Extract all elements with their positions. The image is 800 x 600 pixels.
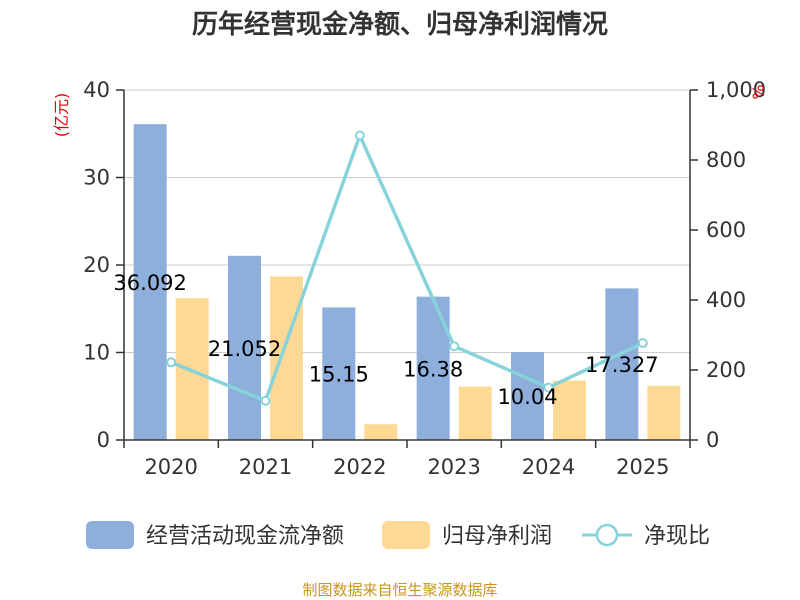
ratio-line-layer bbox=[166, 130, 648, 406]
right-axis-tick-label: 600 bbox=[706, 218, 746, 242]
data-label-operating-cash-flow: 17.327 bbox=[585, 353, 658, 377]
bars bbox=[133, 124, 681, 440]
ratio-point bbox=[166, 357, 177, 368]
bar-operating-cash-flow bbox=[605, 288, 639, 440]
bar-net-profit bbox=[270, 276, 303, 440]
left-axis-tick-label: 20 bbox=[83, 253, 110, 277]
right-axis-tick-label: 0 bbox=[706, 428, 719, 452]
legend-marker-ratio bbox=[595, 523, 619, 547]
chart-title: 历年经营现金净额、归母净利润情况 bbox=[192, 9, 608, 40]
ratio-point bbox=[543, 382, 554, 393]
legend: 经营活动现金流净额 归母净利润 净现比 bbox=[86, 521, 710, 549]
right-axis-tick-label: 200 bbox=[706, 358, 746, 382]
data-label-operating-cash-flow: 21.052 bbox=[208, 337, 281, 361]
bar-net-profit bbox=[647, 385, 681, 440]
legend-label-net-profit: 归母净利润 bbox=[442, 524, 552, 549]
x-axis-tick-label: 2025 bbox=[616, 455, 669, 479]
right-axis-tick-label: 800 bbox=[706, 148, 746, 172]
right-axis-tick-label: 1,000 bbox=[706, 78, 766, 102]
x-axis-tick-label: 2023 bbox=[427, 455, 480, 479]
bar-net-profit bbox=[553, 380, 586, 440]
x-axis-tick-label: 2024 bbox=[522, 455, 575, 479]
ratio-point bbox=[354, 130, 365, 141]
left-axis-tick-label: 10 bbox=[83, 341, 110, 365]
left-axis-tick-label: 0 bbox=[97, 428, 110, 452]
bar-operating-cash-flow bbox=[228, 255, 261, 440]
bar-operating-cash-flow bbox=[511, 352, 544, 440]
right-axis-unit: % bbox=[749, 84, 768, 99]
x-axis-tick-label: 2020 bbox=[144, 455, 197, 479]
data-label-operating-cash-flow: 16.38 bbox=[403, 357, 463, 381]
ratio-point bbox=[637, 338, 648, 349]
left-axis-tick-label: 40 bbox=[83, 78, 110, 102]
left-axis-tick-label: 30 bbox=[83, 166, 110, 190]
ratio-point bbox=[260, 395, 271, 406]
ratio-line bbox=[170, 133, 644, 403]
legend-swatch-operating-cash-flow bbox=[86, 521, 134, 549]
x-axis-tick-label: 2021 bbox=[239, 455, 292, 479]
source-note: 制图数据来自恒生聚源数据库 bbox=[302, 581, 497, 599]
legend-label-ratio: 净现比 bbox=[644, 524, 710, 549]
legend-label-operating-cash-flow: 经营活动现金流净额 bbox=[146, 524, 344, 549]
data-label-operating-cash-flow: 36.092 bbox=[113, 271, 186, 295]
bar-net-profit bbox=[364, 424, 398, 440]
ratio-point bbox=[449, 341, 460, 352]
right-axis-tick-label: 400 bbox=[706, 288, 746, 312]
legend-swatch-net-profit bbox=[382, 521, 430, 549]
bar-operating-cash-flow bbox=[322, 307, 356, 440]
bar-net-profit bbox=[458, 386, 492, 440]
grid bbox=[124, 89, 690, 353]
data-label-operating-cash-flow: 15.15 bbox=[309, 363, 369, 387]
data-label-operating-cash-flow: 10.04 bbox=[497, 385, 557, 409]
bar-operating-cash-flow bbox=[133, 124, 167, 440]
left-axis-unit: (亿元) bbox=[52, 93, 71, 138]
x-axis-tick-label: 2022 bbox=[333, 455, 386, 479]
data-labels: 36.092 21.052 15.15 16.38 10.04 17.327 bbox=[113, 271, 658, 409]
